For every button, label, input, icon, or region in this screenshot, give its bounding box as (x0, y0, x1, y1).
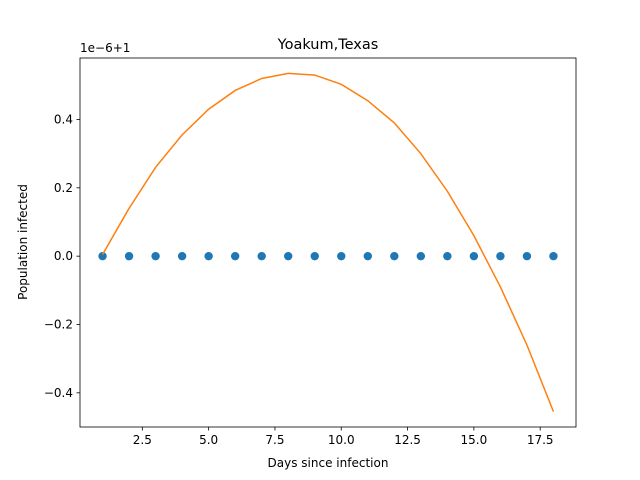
x-tick-label: 15.0 (461, 433, 488, 447)
x-tick-label: 12.5 (394, 433, 421, 447)
chart-title: Yoakum,Texas (277, 37, 379, 53)
data-point (496, 251, 505, 261)
data-point (469, 251, 479, 261)
data-point (337, 251, 346, 261)
data-point (363, 251, 372, 261)
x-axis-label: Days since infection (268, 456, 389, 470)
x-tick-label: 2.5 (133, 433, 152, 447)
data-point (310, 251, 319, 261)
y-axis-ticks: −0.4 −0.2 0.0 0.2 0.4 (44, 113, 80, 400)
x-tick-label: 10.0 (328, 433, 355, 447)
y-tick-label: 0.4 (54, 113, 73, 127)
data-point (443, 251, 452, 261)
y-offset-text: 1e−6+1 (80, 41, 130, 55)
y-tick-label: −0.4 (44, 386, 73, 400)
y-tick-label: 0.0 (54, 249, 73, 263)
data-point (204, 251, 213, 261)
x-tick-label: 5.0 (199, 433, 218, 447)
data-point (177, 251, 187, 261)
data-point (230, 251, 240, 261)
data-point (522, 251, 532, 261)
y-axis-label: Population infected (16, 184, 30, 300)
data-point (257, 251, 266, 261)
data-point (124, 251, 134, 261)
x-axis-ticks: 2.5 5.0 7.5 10.0 12.5 15.0 17.5 (133, 427, 554, 447)
data-point (284, 251, 293, 261)
x-tick-label: 17.5 (527, 433, 554, 447)
data-point (549, 251, 558, 261)
y-tick-label: −0.2 (44, 318, 73, 332)
x-tick-label: 7.5 (265, 433, 284, 447)
y-tick-label: 0.2 (54, 181, 73, 195)
data-point (151, 251, 160, 261)
data-point (98, 251, 107, 261)
plot-frame (79, 57, 577, 428)
data-point (390, 251, 399, 261)
plot-area (98, 72, 558, 412)
data-point (416, 251, 426, 261)
series-line-1 (101, 72, 555, 412)
